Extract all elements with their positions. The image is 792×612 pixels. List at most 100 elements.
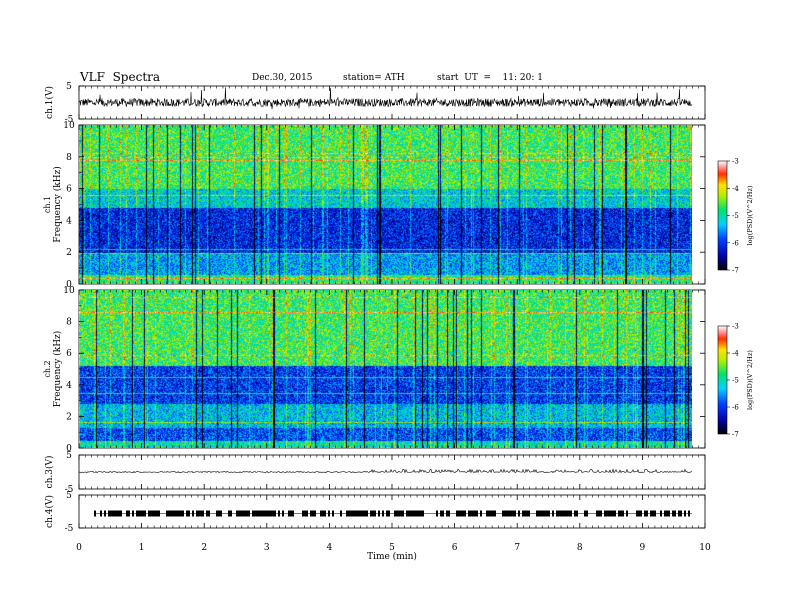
ch4-pulse bbox=[598, 510, 600, 517]
x-tick-label: 8 bbox=[577, 543, 583, 553]
ch4-pulse bbox=[644, 510, 646, 517]
ch4-pulse bbox=[574, 510, 576, 517]
ch4-pulse bbox=[584, 510, 586, 517]
ch4-pulse bbox=[304, 510, 306, 517]
y-axis-label: ch.1(V) bbox=[44, 86, 55, 119]
ch4-pulse bbox=[152, 510, 154, 517]
ch4-pulse bbox=[192, 510, 194, 517]
colorbar-tick-label: -3 bbox=[732, 323, 739, 331]
ch4-pulse bbox=[340, 510, 342, 517]
ch4-pulse bbox=[474, 510, 476, 517]
ch4-pulse bbox=[200, 510, 202, 517]
ch4-pulse bbox=[262, 510, 264, 517]
ch4-pulse bbox=[216, 510, 218, 517]
ch4-pulse bbox=[668, 510, 670, 517]
ch4-pulse bbox=[314, 510, 316, 517]
ch4-pulse bbox=[230, 510, 232, 517]
ch4-pulse bbox=[110, 510, 112, 517]
ch4-pulse bbox=[172, 510, 174, 517]
ch4-pulse bbox=[448, 510, 450, 517]
ch4-pulse bbox=[622, 510, 624, 517]
ch4-pulse bbox=[638, 510, 640, 517]
colorbar-label: log(PSD)(V^2/Hz) bbox=[746, 185, 754, 245]
ch4-pulse bbox=[526, 510, 528, 517]
ch4-pulse bbox=[604, 510, 606, 517]
ch4-pulse bbox=[290, 510, 292, 517]
ch4-pulse bbox=[608, 510, 610, 517]
ch4-pulse bbox=[388, 510, 390, 517]
ch4-pulse bbox=[546, 510, 548, 517]
y-tick-label: 5 bbox=[66, 451, 72, 461]
ch4-pulse bbox=[650, 510, 652, 517]
ch4-pulse bbox=[228, 510, 230, 517]
ch4-pulse bbox=[188, 510, 190, 517]
ch4-pulse bbox=[488, 510, 490, 517]
x-tick-label: 10 bbox=[699, 543, 711, 553]
ch4-pulse bbox=[684, 510, 686, 517]
colorbar bbox=[717, 325, 728, 435]
ch4-pulse bbox=[374, 510, 376, 517]
ch4-pulse bbox=[252, 510, 254, 517]
ch4-pulse bbox=[620, 510, 622, 517]
ch4-pulse bbox=[260, 510, 262, 517]
ch4-pulse bbox=[472, 510, 474, 517]
ch4-pulse bbox=[186, 510, 188, 517]
ch4-pulse bbox=[502, 510, 504, 517]
ch4-pulse bbox=[108, 510, 110, 517]
ch4-pulse bbox=[128, 510, 130, 517]
ch4-pulse bbox=[156, 510, 158, 517]
ch4-pulse bbox=[596, 510, 598, 517]
ch4-pulse bbox=[180, 510, 182, 517]
ch4-pulse bbox=[640, 510, 642, 517]
ch4-pulse bbox=[166, 510, 168, 517]
x-tick-label: 5 bbox=[389, 543, 395, 553]
ch4-pulse bbox=[576, 510, 578, 517]
ch4-pulse bbox=[144, 510, 146, 517]
ch4-pulse bbox=[606, 510, 608, 517]
ch4-pulse bbox=[350, 510, 352, 517]
ch4-pulse bbox=[236, 510, 238, 517]
ch4-pulse bbox=[456, 510, 458, 517]
y-axis-label: Frequency (kHz) bbox=[52, 331, 63, 408]
spectrogram-ch1 bbox=[79, 125, 692, 284]
ch4-pulse bbox=[402, 510, 404, 517]
ch4-pulse bbox=[208, 510, 210, 517]
ch4-pulse bbox=[174, 510, 176, 517]
ch4-pulse bbox=[672, 510, 674, 517]
ch4-pulse bbox=[138, 510, 140, 517]
ch4-pulse bbox=[292, 510, 294, 517]
ch4-pulse bbox=[538, 510, 540, 517]
ch4-pulse bbox=[680, 510, 682, 517]
ch4-pulse bbox=[688, 510, 690, 517]
ch4-pulse bbox=[522, 510, 524, 517]
ch4-pulse bbox=[544, 510, 546, 517]
ch4-pulse bbox=[168, 510, 170, 517]
ch4-pulse bbox=[400, 510, 402, 517]
ch4-pulse bbox=[282, 510, 284, 517]
ch4-pulse bbox=[182, 510, 184, 517]
ch4-pulse bbox=[302, 510, 304, 517]
y-tick-label: 5 bbox=[66, 82, 72, 92]
y-tick-label: 5 bbox=[66, 491, 72, 501]
ch4-pulse bbox=[416, 510, 418, 517]
start-time-label: start UT = 11: 20: 1 bbox=[437, 73, 543, 83]
ch4-pulse bbox=[542, 510, 544, 517]
ch4-pulse bbox=[660, 510, 662, 517]
channel-label: ch.1 bbox=[43, 196, 52, 213]
ch4-pulse bbox=[346, 510, 348, 517]
ch4-pulse bbox=[396, 510, 398, 517]
ch4-pulse bbox=[536, 510, 538, 517]
colorbar-tick-label: -7 bbox=[732, 431, 739, 439]
ch4-pulse bbox=[278, 510, 280, 517]
ch4-pulse bbox=[244, 510, 246, 517]
ch4-pulse bbox=[140, 510, 142, 517]
ch4-pulse bbox=[446, 510, 448, 517]
ch4-pulse bbox=[422, 510, 424, 517]
ch4-pulse bbox=[100, 510, 102, 517]
ch4-pulse bbox=[618, 510, 620, 517]
ch4-pulse bbox=[352, 510, 354, 517]
ch4-pulse bbox=[664, 510, 666, 517]
ch4-pulse bbox=[206, 510, 208, 517]
ch4-pulse bbox=[524, 510, 526, 517]
ch4-pulse bbox=[674, 510, 676, 517]
